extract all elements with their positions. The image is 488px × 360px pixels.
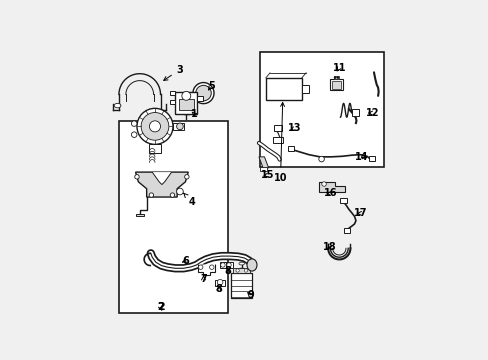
Bar	[197, 96, 203, 102]
Ellipse shape	[220, 263, 224, 267]
Ellipse shape	[336, 76, 338, 79]
Bar	[333, 76, 339, 79]
Bar	[149, 144, 160, 153]
Text: 8: 8	[224, 266, 231, 276]
Ellipse shape	[246, 259, 257, 271]
Ellipse shape	[235, 269, 239, 272]
Bar	[135, 214, 143, 216]
Text: 7: 7	[200, 274, 206, 284]
Text: 1: 1	[190, 109, 197, 119]
Bar	[273, 137, 283, 143]
Polygon shape	[152, 172, 171, 185]
Bar	[231, 273, 252, 298]
Bar	[260, 51, 383, 167]
Bar	[301, 85, 308, 93]
Text: 15: 15	[260, 170, 273, 180]
Ellipse shape	[244, 269, 247, 272]
Ellipse shape	[131, 121, 137, 126]
Ellipse shape	[333, 76, 336, 79]
Polygon shape	[198, 264, 214, 275]
Bar	[265, 78, 301, 100]
Text: 16: 16	[323, 188, 337, 198]
Ellipse shape	[135, 175, 139, 179]
Text: 9: 9	[247, 291, 253, 301]
Ellipse shape	[137, 108, 173, 144]
Bar	[274, 125, 282, 131]
Polygon shape	[318, 182, 344, 192]
Bar	[331, 81, 340, 89]
Ellipse shape	[195, 85, 211, 101]
Text: 18: 18	[322, 242, 335, 252]
Bar	[260, 167, 267, 171]
Ellipse shape	[239, 262, 244, 265]
Bar	[351, 109, 359, 116]
Bar	[219, 262, 225, 268]
Text: 5: 5	[207, 81, 214, 91]
Ellipse shape	[198, 265, 203, 269]
Bar	[330, 79, 342, 90]
Bar	[169, 100, 175, 104]
Bar	[344, 228, 349, 233]
Text: 2: 2	[157, 302, 163, 312]
Ellipse shape	[176, 123, 183, 130]
Ellipse shape	[176, 188, 183, 195]
Ellipse shape	[217, 279, 223, 285]
Text: 6: 6	[182, 256, 188, 266]
Ellipse shape	[170, 193, 174, 197]
Bar	[169, 91, 175, 95]
Bar	[173, 123, 183, 130]
Text: 14: 14	[355, 152, 368, 162]
Bar	[119, 121, 228, 314]
Ellipse shape	[182, 91, 190, 100]
Text: 12: 12	[366, 108, 379, 118]
Text: 8: 8	[215, 284, 222, 294]
Ellipse shape	[209, 265, 214, 269]
Text: 3: 3	[163, 64, 183, 80]
Bar	[368, 156, 374, 161]
Ellipse shape	[149, 193, 153, 197]
Ellipse shape	[321, 182, 325, 186]
Bar	[215, 280, 224, 286]
Ellipse shape	[114, 103, 121, 108]
Text: 4: 4	[183, 193, 195, 207]
Bar	[287, 146, 293, 151]
Polygon shape	[259, 157, 268, 168]
Bar	[178, 99, 194, 110]
Ellipse shape	[318, 156, 324, 162]
Bar	[175, 92, 197, 114]
Polygon shape	[135, 172, 188, 197]
Text: 10: 10	[273, 103, 287, 183]
Text: 11: 11	[332, 63, 346, 73]
Bar	[340, 198, 346, 203]
Text: 2: 2	[156, 302, 164, 312]
Bar	[233, 268, 249, 273]
Text: 13: 13	[287, 123, 301, 133]
Text: 17: 17	[353, 208, 366, 219]
Ellipse shape	[226, 263, 231, 267]
Bar	[226, 262, 232, 268]
Ellipse shape	[193, 82, 214, 104]
Ellipse shape	[184, 175, 189, 179]
Ellipse shape	[141, 112, 168, 140]
Ellipse shape	[149, 121, 160, 132]
Ellipse shape	[131, 132, 137, 138]
